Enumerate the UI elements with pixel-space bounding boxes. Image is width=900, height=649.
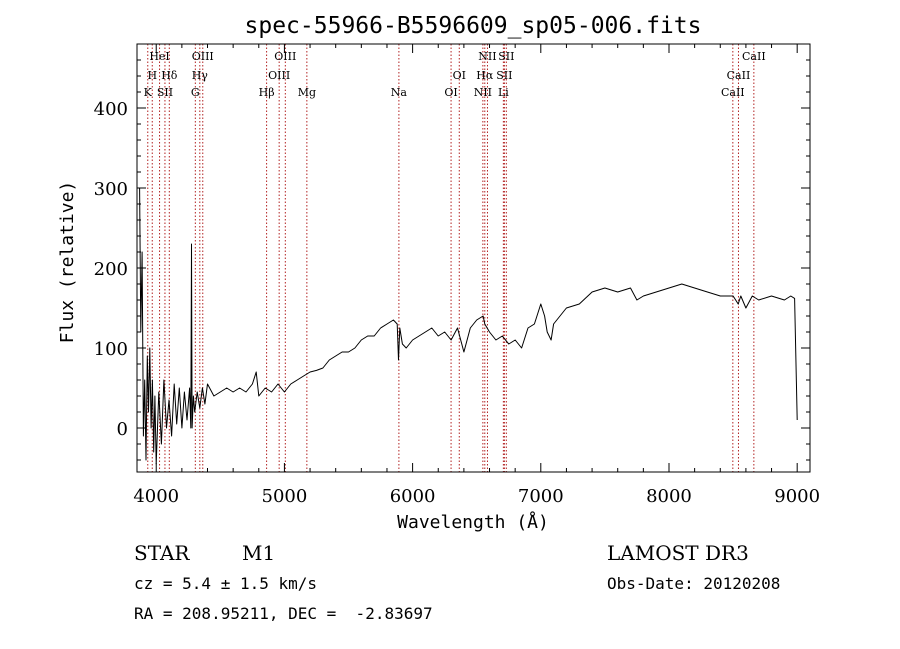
line-marker-label: Na [391,86,408,99]
line-marker-label: SII [157,86,173,99]
line-marker-label: SII [496,69,512,82]
chart-title: spec-55966-B5596609_sp05-006.fits [245,13,702,39]
line-marker-label: CaII [721,86,745,99]
line-markers [147,44,755,472]
line-marker-label: Hγ [192,69,209,82]
y-tick-label: 200 [94,259,128,280]
subclass-label: M1 [242,541,275,565]
line-marker-label: SII [498,50,514,63]
series-layer [139,187,798,465]
line-marker-label: OIII [274,50,296,63]
x-tick-label: 4000 [133,486,179,507]
y-tick-label: 0 [117,419,128,440]
line-marker-label: Li [498,86,509,99]
line-marker-label: OI [444,86,457,99]
line-marker-label: Mg [298,86,316,99]
x-tick-label: 9000 [774,486,820,507]
line-marker-label: CaII [727,69,751,82]
line-marker-label: NII [474,86,492,99]
survey-label: LAMOST DR3 [607,541,749,565]
line-marker-label: H [147,69,157,82]
line-marker-label: OIII [192,50,214,63]
line-marker-label: Hα [476,69,494,82]
redshift-text: cz = 5.4 ± 1.5 km/s [134,574,317,593]
plot-frame [136,43,811,473]
x-axis-label: Wavelength (Å) [397,511,549,533]
line-marker-label: G [191,86,200,99]
line-marker-label: Hδ [161,69,178,82]
line-marker-label: CaII [742,50,766,63]
x-tick-label: 5000 [262,486,308,507]
y-axis-label: Flux (relative) [57,181,78,344]
line-marker-label: OI [453,69,466,82]
line-marker-label: HeI [149,50,169,63]
line-marker-label: NII [478,50,496,63]
spectrum-line [139,187,798,465]
x-tick-label: 8000 [646,486,692,507]
class-label: STAR [134,541,190,565]
line-marker-label: Hβ [259,86,275,99]
x-axis: 4000 5000 6000 7000 8000 9000 [133,44,820,507]
x-tick-label: 7000 [518,486,564,507]
y-tick-label: 100 [94,339,128,360]
obs-date-text: Obs-Date: 20120208 [607,574,780,593]
x-tick-label: 6000 [390,486,436,507]
line-marker-label: K [144,86,153,99]
coords-text: RA = 208.95211, DEC = -2.83697 [134,604,433,623]
y-tick-label: 300 [94,179,128,200]
y-tick-label: 400 [94,99,128,120]
line-marker-label: OIII [268,69,290,82]
line-marker-labels: KH HeI SII Hδ G Hγ OIII Hβ OIII OIII Mg Na OI OI NII Hα… [144,50,766,99]
y-axis: 0 100 200 300 400 [94,59,810,461]
